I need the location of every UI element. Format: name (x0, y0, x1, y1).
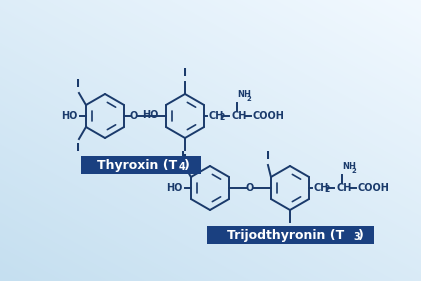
Text: COOH: COOH (252, 111, 284, 121)
Text: Thyroxin (T: Thyroxin (T (97, 158, 177, 171)
Text: 2: 2 (247, 96, 251, 102)
Text: HO: HO (167, 183, 183, 193)
Text: 2: 2 (352, 168, 356, 174)
Text: I: I (76, 143, 80, 153)
Text: 4: 4 (179, 162, 185, 172)
Text: 3: 3 (353, 232, 360, 242)
Text: I: I (183, 154, 187, 164)
FancyBboxPatch shape (207, 226, 374, 244)
Text: ): ) (357, 228, 363, 241)
Text: NH: NH (342, 162, 356, 171)
Text: I: I (288, 226, 292, 236)
Text: I: I (266, 151, 270, 161)
Text: CH: CH (336, 183, 352, 193)
Text: HO: HO (61, 111, 78, 121)
Text: I: I (183, 68, 187, 78)
Text: O: O (130, 111, 138, 121)
Text: Trijodthyronin (T: Trijodthyronin (T (227, 228, 344, 241)
Text: CH: CH (231, 111, 246, 121)
Text: O: O (246, 183, 254, 193)
Text: 2: 2 (324, 185, 329, 194)
Text: HO: HO (142, 110, 158, 120)
Text: NH: NH (237, 90, 251, 99)
Text: CH: CH (208, 111, 224, 121)
Text: I: I (76, 79, 80, 89)
Text: ): ) (184, 158, 190, 171)
Text: I: I (181, 151, 185, 161)
Text: COOH: COOH (357, 183, 389, 193)
Text: CH: CH (313, 183, 328, 193)
Text: 2: 2 (219, 113, 224, 122)
FancyBboxPatch shape (81, 156, 201, 174)
